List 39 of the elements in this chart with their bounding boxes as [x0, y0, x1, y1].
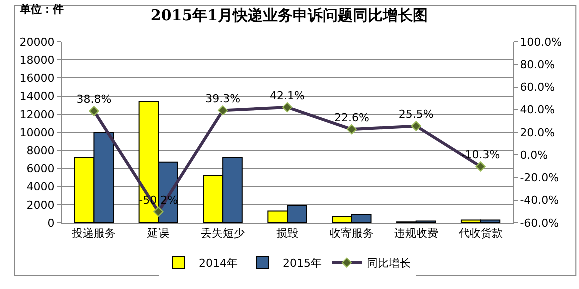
data-label: 42.1% — [270, 89, 305, 102]
y-tick-label: 12000 — [20, 108, 55, 122]
y-tick-label: 2000 — [26, 198, 55, 212]
legend-label: 2014年 — [199, 257, 238, 270]
y-tick-label: 0 — [48, 216, 55, 230]
x-tick-label: 违规收费 — [394, 227, 438, 240]
data-label: -50.2% — [139, 194, 178, 207]
x-tick-label: 代收货款 — [458, 227, 503, 240]
legend-label: 2015年 — [283, 257, 322, 270]
text: 单位：件 — [19, 3, 64, 16]
y-tick-label: 4000 — [26, 180, 55, 194]
data-label: 38.8% — [76, 93, 112, 106]
x-tick-label: 丢失短少 — [201, 227, 246, 240]
legend-label: 同比增长 — [367, 257, 411, 270]
y2-tick-label: -40.0% — [520, 194, 560, 208]
y2-tick-label: 20.0% — [520, 126, 556, 140]
y2-tick-label: -20.0% — [520, 172, 560, 185]
data-label: 25.5% — [398, 108, 434, 122]
y-tick-label: 10000 — [20, 126, 55, 140]
y2-tick-label: 60.0% — [520, 81, 556, 94]
y2-tick-label: -60.0% — [520, 216, 560, 230]
y-tick-label: 20000 — [20, 36, 55, 49]
x-tick-label: 损毁 — [276, 227, 298, 240]
x-tick-label: 投递服务 — [71, 227, 116, 240]
x-tick-label: 延误 — [146, 227, 170, 240]
y-tick-label: 14000 — [20, 90, 55, 104]
y-tick-label: 16000 — [20, 72, 55, 86]
y2-tick-label: 100.0% — [520, 36, 562, 49]
data-label: -10.3% — [461, 148, 500, 162]
data-label: 39.3% — [206, 92, 241, 106]
y-tick-label: 8000 — [26, 144, 55, 158]
chart-title: 2015年1月快递业务申诉问题同比增长图 — [150, 6, 428, 25]
y2-tick-label: 40.0% — [520, 104, 556, 117]
y2-tick-label: 80.0% — [520, 58, 556, 72]
y2-tick-label: 0.0% — [520, 148, 548, 162]
data-label: 22.6% — [334, 111, 370, 124]
y-tick-label: 18000 — [20, 54, 55, 67]
y-tick-label: 6000 — [26, 162, 55, 176]
x-tick-label: 收寄服务 — [330, 227, 374, 240]
